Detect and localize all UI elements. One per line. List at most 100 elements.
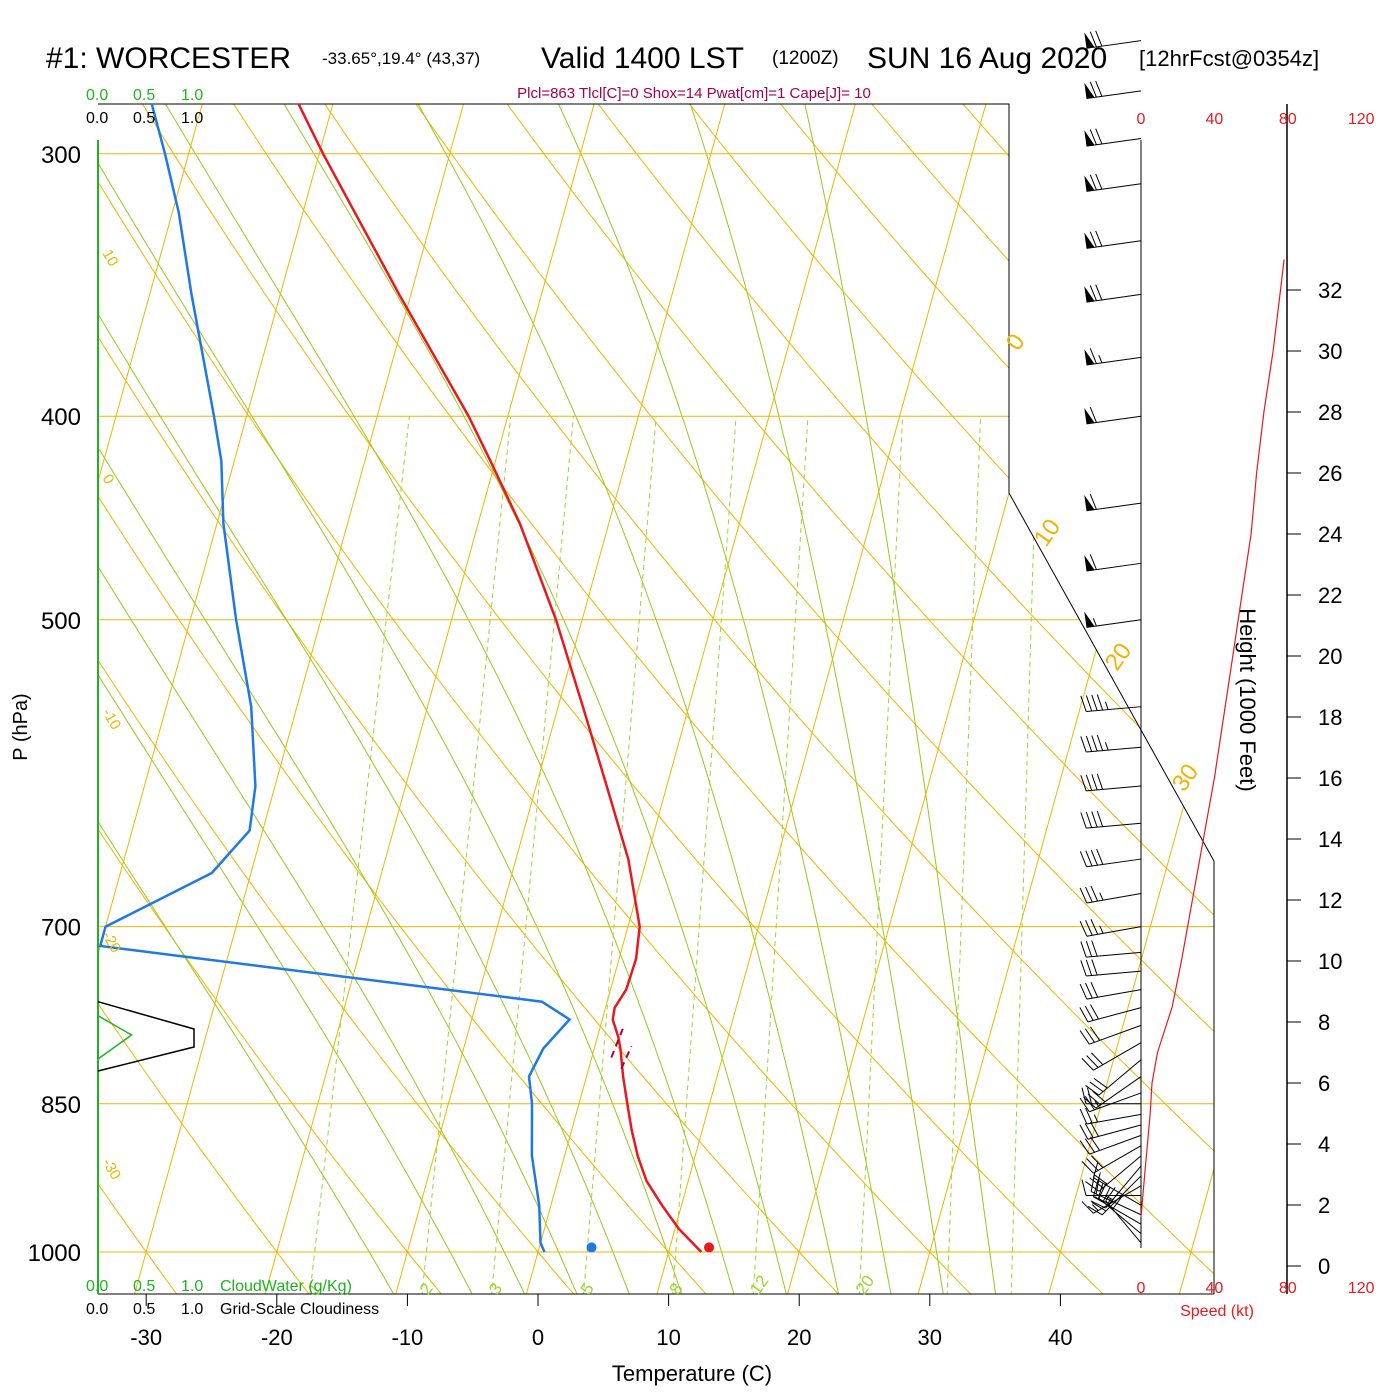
wind-barb-feather — [1102, 1186, 1111, 1202]
wind-barb-staff — [1086, 822, 1142, 829]
wind-barb-half-feather — [1106, 1197, 1112, 1206]
cloudiness-tick-bottom: 0.5 — [133, 1301, 155, 1318]
wind-barb-feather — [1090, 919, 1099, 935]
moist-adiabat — [213, 104, 788, 1294]
wind-barb-feather — [1089, 407, 1097, 423]
wind-barb-feather — [1087, 1093, 1101, 1106]
wind-barb — [1081, 1179, 1141, 1197]
wind-barb — [1087, 1175, 1142, 1216]
mixing-ratio-label: 2 — [416, 1279, 437, 1298]
wind-barb-pennant — [1084, 495, 1095, 511]
dry-adiabat — [745, 104, 1214, 1294]
height-tick-label: 6 — [1318, 1071, 1330, 1096]
valid-date: SUN 16 Aug 2020 — [867, 42, 1107, 75]
wind-speed-trace — [1140, 259, 1285, 1218]
wind-barb-staff — [1086, 356, 1142, 366]
isotherm — [382, 104, 814, 1294]
wind-barb-pennant — [1084, 175, 1095, 192]
wind-barb-staff — [1086, 240, 1142, 249]
wind-barb — [1079, 1024, 1142, 1045]
wind-barb — [1084, 554, 1142, 572]
zulu-time: (1200Z) — [772, 48, 839, 69]
mixing-ratio-line — [752, 416, 809, 1294]
wind-barb-half-feather — [1092, 1204, 1099, 1211]
wind-barb-pennant — [1084, 611, 1095, 628]
speed-tick-bottom: 40 — [1206, 1280, 1224, 1297]
moist-adiabat — [350, 104, 840, 1294]
wind-barb-feather — [1096, 848, 1104, 865]
wind-barb-feather — [1092, 1090, 1106, 1103]
wind-barb-staff — [1086, 502, 1142, 512]
dry-adiabat — [98, 104, 709, 1294]
wind-barb-feather — [1095, 30, 1103, 47]
wind-barb-feather — [1095, 284, 1103, 301]
wind-barb-pennant — [1084, 82, 1095, 99]
wind-barb-staff — [1098, 1155, 1142, 1192]
wind-barb-half-feather — [1097, 1172, 1101, 1181]
mixing-ratio-line — [490, 416, 574, 1294]
wind-barb-feather — [1093, 1077, 1108, 1089]
wind-barb-feather — [1091, 811, 1098, 828]
speed-tick-top: 120 — [1348, 111, 1375, 128]
wind-barb — [1079, 885, 1142, 904]
wind-barb — [1080, 773, 1142, 792]
wind-barb-feather — [1085, 774, 1093, 791]
wind-barb-feather — [1085, 811, 1093, 828]
dry-adiabat — [98, 104, 312, 1294]
wind-barb-feather — [1081, 1201, 1094, 1214]
height-tick-label: 32 — [1318, 278, 1342, 303]
wind-barb-feather — [1089, 231, 1097, 248]
wind-barb-feather — [1084, 1005, 1094, 1021]
wind-barb-feather — [1091, 1052, 1104, 1066]
wind-barb-feather — [1081, 1179, 1087, 1196]
moist-adiabat — [98, 104, 396, 1294]
wind-barb-feather — [1095, 128, 1103, 145]
dry-adiabat — [224, 104, 1214, 1294]
cloud-panel — [97, 1000, 195, 1072]
dry-adiabat — [1354, 0, 1400, 1296]
wind-barb-half-feather — [1092, 618, 1097, 627]
wind-barb-staff — [1086, 785, 1142, 792]
dry-adiabat — [310, 104, 1214, 1294]
wind-barb-feather — [1089, 493, 1097, 510]
wind-barb-feather — [1089, 174, 1097, 191]
wind-barb-feather — [1090, 885, 1099, 902]
wind-barb-pennant — [1084, 130, 1095, 147]
wind-barb-feather — [1090, 1026, 1101, 1041]
wind-barb — [1084, 284, 1142, 303]
wind-barb-staff — [1105, 1165, 1142, 1209]
dry-adiabat — [98, 104, 577, 1294]
surface-temperature-marker — [704, 1242, 715, 1253]
wind-barb-staff — [1086, 415, 1142, 425]
dry-adiabat — [137, 104, 1214, 1294]
isotherm — [774, 104, 1206, 1294]
speed-tick-top: 40 — [1206, 111, 1224, 128]
wind-barb-staff — [1086, 989, 1142, 1000]
height-tick-label: 16 — [1318, 766, 1342, 791]
wind-barb — [1084, 493, 1142, 512]
moist-adiabat — [98, 104, 631, 1294]
wind-barb-feather — [1095, 173, 1103, 190]
wind-barb-feather — [1085, 695, 1093, 712]
wind-barb-feather — [1089, 31, 1097, 48]
wind-barb-feather — [1080, 736, 1087, 753]
wind-barb-half-feather — [1094, 1100, 1101, 1109]
wind-barb-pennant — [1084, 232, 1095, 249]
wind-barb-feather — [1085, 1181, 1100, 1192]
wind-barb — [1084, 80, 1142, 100]
wind-barb-feather — [1089, 554, 1097, 570]
wind-barb-feather — [1089, 348, 1097, 364]
wind-barb-feather — [1081, 1161, 1094, 1174]
pressure-tick-label: 300 — [41, 142, 81, 169]
wind-barb-staff — [1086, 892, 1142, 904]
wind-barb-staff — [1086, 1113, 1142, 1125]
mixing-ratio-line — [1010, 416, 1038, 1294]
temperature-tick-label: -10 — [392, 1325, 424, 1350]
wind-barb-half-feather — [1104, 701, 1109, 710]
isotherm — [98, 104, 161, 1294]
wind-barb-feather — [1079, 920, 1088, 937]
dry-adiabat — [0, 0, 46, 1296]
wind-barb-staff — [1086, 90, 1142, 100]
wind-barb-feather — [1085, 1085, 1100, 1096]
wind-barb-staff — [1087, 1007, 1142, 1023]
